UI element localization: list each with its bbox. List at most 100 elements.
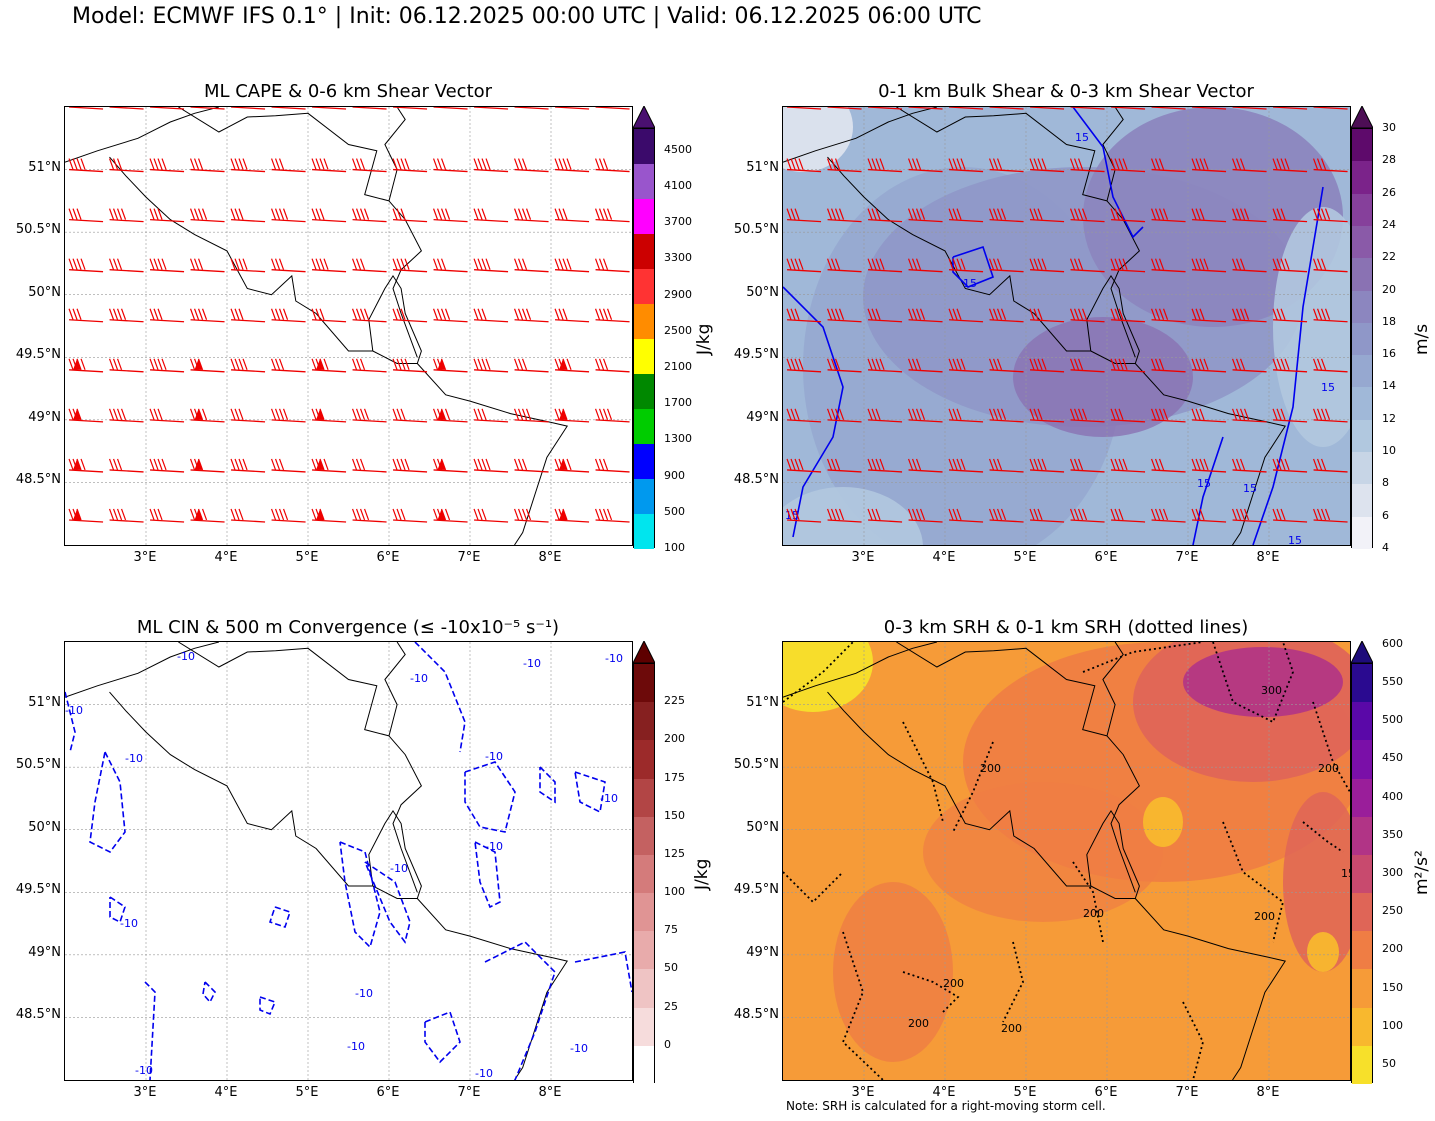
colorbar-tick-label: 6 xyxy=(1382,508,1389,522)
shear-fill-region xyxy=(1013,317,1193,437)
border-line xyxy=(827,691,1091,887)
barb-feather xyxy=(871,308,877,320)
barb-feather xyxy=(1110,508,1116,521)
lon-tick-label: 6°E xyxy=(1094,1085,1118,1100)
barb-feather xyxy=(363,208,370,220)
barb-feather xyxy=(1199,508,1205,521)
barb-feather xyxy=(794,458,800,471)
srh-contour-label: 200 xyxy=(943,977,964,990)
barb-feather xyxy=(112,208,119,220)
barb-feather xyxy=(919,408,926,421)
barb-feather xyxy=(521,158,528,170)
barb-shaft xyxy=(69,269,104,273)
barb-feather xyxy=(956,308,962,320)
lon-tick-label: 6°E xyxy=(376,550,400,565)
barb-feather xyxy=(116,208,123,220)
barb-feather xyxy=(1154,508,1161,521)
barb-feather xyxy=(76,208,82,220)
barb-feather xyxy=(149,508,155,521)
barb-feather xyxy=(1077,208,1084,220)
barb-shaft xyxy=(908,419,943,423)
barb-feather xyxy=(1158,158,1165,170)
barb-feather xyxy=(838,208,845,220)
barb-feather xyxy=(68,458,74,471)
barb-feather xyxy=(1239,458,1246,471)
barb-feather xyxy=(952,458,958,471)
border-line xyxy=(368,809,422,899)
barb-shaft xyxy=(1192,269,1227,273)
barb-shaft xyxy=(908,168,943,173)
barb-feather xyxy=(432,408,439,421)
barb-shaft xyxy=(190,369,225,373)
barb-shaft xyxy=(555,107,590,110)
barb-shaft xyxy=(514,269,549,273)
barb-feather xyxy=(80,158,86,170)
barb-feather xyxy=(798,458,804,471)
barb-shaft xyxy=(190,519,225,523)
barb-feather xyxy=(193,208,200,220)
barb-shaft xyxy=(474,107,509,110)
barb-shaft xyxy=(787,218,822,223)
barb-feather xyxy=(68,408,74,421)
barb-shaft xyxy=(868,269,903,273)
barb-shaft xyxy=(949,107,984,110)
barb-feather xyxy=(992,508,999,521)
barb-feather xyxy=(473,158,479,170)
barb-feather xyxy=(1191,458,1197,471)
barb-feather xyxy=(1158,358,1165,371)
barb-feather xyxy=(911,158,918,170)
barb-feather xyxy=(323,358,329,371)
barb-feather xyxy=(315,258,321,270)
barb-feather xyxy=(521,308,528,320)
barb-feather xyxy=(444,408,451,421)
barb-shaft xyxy=(1232,269,1267,273)
lat-tick-label: 48.5°N xyxy=(15,1007,61,1023)
barb-feather xyxy=(311,508,317,521)
barb-feather xyxy=(786,158,792,170)
barb-shaft xyxy=(312,469,347,473)
barb-feather xyxy=(988,158,995,170)
barb-feather xyxy=(554,308,560,320)
lon-tick-label: 5°E xyxy=(295,550,319,565)
barb-feather xyxy=(112,508,119,521)
barb-shaft xyxy=(787,107,822,110)
barb-feather xyxy=(1118,508,1124,521)
srh-contour-label: 200 xyxy=(1254,910,1275,923)
barb-feather xyxy=(1324,508,1331,521)
barb-feather xyxy=(794,308,800,320)
colorbar-segment xyxy=(1352,355,1372,388)
barb-feather xyxy=(1033,508,1039,521)
barb-shaft xyxy=(1151,469,1186,473)
barb-shaft xyxy=(474,369,509,373)
barb-feather xyxy=(875,158,881,170)
barb-shaft xyxy=(393,168,428,173)
barb-shaft xyxy=(190,107,225,110)
barb-feather xyxy=(1191,308,1197,320)
barb-feather xyxy=(440,158,447,170)
border-line xyxy=(388,735,423,893)
barb-shaft xyxy=(69,107,104,110)
barb-feather xyxy=(1191,208,1197,220)
barb-feather xyxy=(149,258,155,270)
barb-feather xyxy=(1231,508,1238,521)
barb-feather xyxy=(875,458,881,471)
barb-feather xyxy=(513,208,520,220)
barb-feather xyxy=(68,508,74,521)
barb-feather xyxy=(1276,508,1282,521)
barb-shaft xyxy=(514,369,549,373)
barb-shaft xyxy=(1192,107,1227,110)
barb-feather xyxy=(1114,308,1120,320)
lon-tick-label: 4°E xyxy=(214,550,238,565)
barb-feather xyxy=(234,358,240,371)
barb-feather xyxy=(834,508,841,521)
colorbar-extend-arrow xyxy=(633,106,655,128)
barb-feather xyxy=(1276,158,1282,170)
barb-feather xyxy=(554,358,560,371)
barb-shaft xyxy=(1030,469,1065,473)
barb-shaft xyxy=(595,168,630,173)
barb-feather xyxy=(396,458,402,471)
shear-vector-barbs xyxy=(68,107,630,523)
barb-feather xyxy=(834,458,841,471)
barb-shaft xyxy=(474,519,509,523)
lat-tick-label: 49°N xyxy=(28,944,61,960)
